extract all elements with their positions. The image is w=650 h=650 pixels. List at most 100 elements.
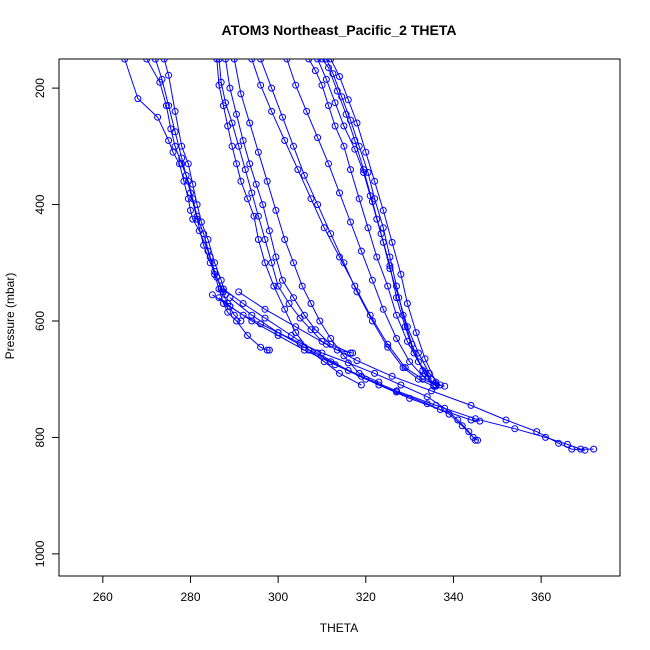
data-point	[379, 206, 387, 214]
data-point	[265, 346, 273, 354]
data-point	[311, 67, 319, 75]
data-point	[340, 142, 348, 150]
series-19	[219, 285, 484, 425]
data-point	[357, 372, 365, 380]
data-point	[388, 238, 396, 246]
data-point	[281, 305, 289, 313]
series-line	[124, 59, 270, 351]
data-point	[272, 253, 280, 261]
data-point	[178, 154, 186, 162]
data-point	[248, 311, 256, 319]
data-point	[347, 218, 354, 226]
data-point	[222, 99, 229, 107]
data-point	[410, 349, 418, 357]
series-line	[216, 59, 362, 386]
data-point	[165, 102, 173, 110]
data-point	[176, 160, 183, 168]
data-point	[471, 415, 479, 423]
data-point	[397, 270, 405, 278]
data-point	[320, 224, 328, 232]
y-tick-label: 800	[33, 427, 47, 447]
data-point	[502, 416, 510, 424]
data-point	[338, 93, 346, 101]
data-point	[340, 259, 348, 267]
data-point	[237, 177, 245, 185]
data-point	[393, 282, 400, 290]
data-point	[421, 355, 429, 363]
data-point	[314, 134, 322, 142]
data-point	[384, 282, 392, 290]
data-point	[246, 160, 254, 168]
data-point	[336, 73, 343, 80]
data-point	[235, 142, 243, 150]
series-line	[238, 291, 585, 451]
data-point	[412, 329, 420, 337]
data-point	[303, 107, 311, 115]
y-tick-label: 1000	[33, 540, 47, 567]
data-point	[261, 236, 269, 243]
series-line	[260, 59, 434, 387]
data-point	[379, 224, 387, 232]
data-point	[368, 198, 376, 206]
y-tick-label: 400	[33, 194, 47, 214]
data-point	[287, 332, 295, 339]
data-point	[474, 436, 482, 444]
data-point	[300, 171, 308, 179]
data-point	[228, 142, 236, 150]
data-point	[268, 259, 276, 267]
data-point	[226, 294, 234, 302]
data-point	[329, 70, 337, 78]
data-point	[371, 177, 379, 185]
data-point	[318, 81, 326, 89]
data-point	[294, 166, 302, 174]
series-18	[208, 291, 482, 444]
data-point	[143, 59, 151, 63]
data-point	[386, 262, 394, 270]
data-point	[322, 75, 330, 83]
series-4	[160, 59, 229, 299]
data-point	[406, 358, 414, 366]
series-line	[308, 59, 432, 380]
y-axis-label: Pressure (mbar)	[3, 273, 17, 360]
data-point	[261, 305, 269, 313]
series-line	[321, 59, 437, 387]
data-point	[254, 212, 262, 220]
data-point	[241, 166, 249, 174]
data-point	[182, 171, 190, 179]
data-point	[158, 75, 166, 83]
data-point	[357, 381, 365, 389]
data-point	[230, 311, 238, 319]
data-point	[239, 137, 247, 144]
data-point	[414, 358, 422, 366]
data-point	[265, 227, 273, 235]
x-tick-label: 300	[268, 590, 288, 604]
data-point	[401, 364, 409, 372]
data-point	[171, 128, 179, 136]
data-point	[235, 288, 243, 296]
data-point	[325, 160, 332, 168]
data-point	[307, 326, 315, 334]
data-point	[254, 148, 262, 156]
series-layer	[121, 59, 598, 454]
data-point	[279, 276, 286, 284]
data-point	[248, 189, 256, 197]
data-point	[215, 59, 223, 63]
data-point	[290, 142, 297, 150]
data-point	[250, 212, 258, 220]
data-point	[351, 137, 359, 144]
data-point	[187, 206, 194, 214]
data-point	[184, 195, 192, 203]
data-point	[217, 78, 225, 86]
data-point	[353, 119, 361, 127]
data-point	[511, 425, 519, 433]
data-point	[393, 311, 400, 319]
data-point	[165, 137, 173, 144]
series-line	[229, 297, 594, 450]
data-point	[340, 122, 348, 130]
data-point	[257, 59, 265, 63]
data-point	[300, 311, 308, 319]
data-point	[268, 107, 276, 115]
data-point	[274, 282, 282, 290]
data-point	[307, 195, 315, 203]
data-point	[217, 276, 225, 284]
